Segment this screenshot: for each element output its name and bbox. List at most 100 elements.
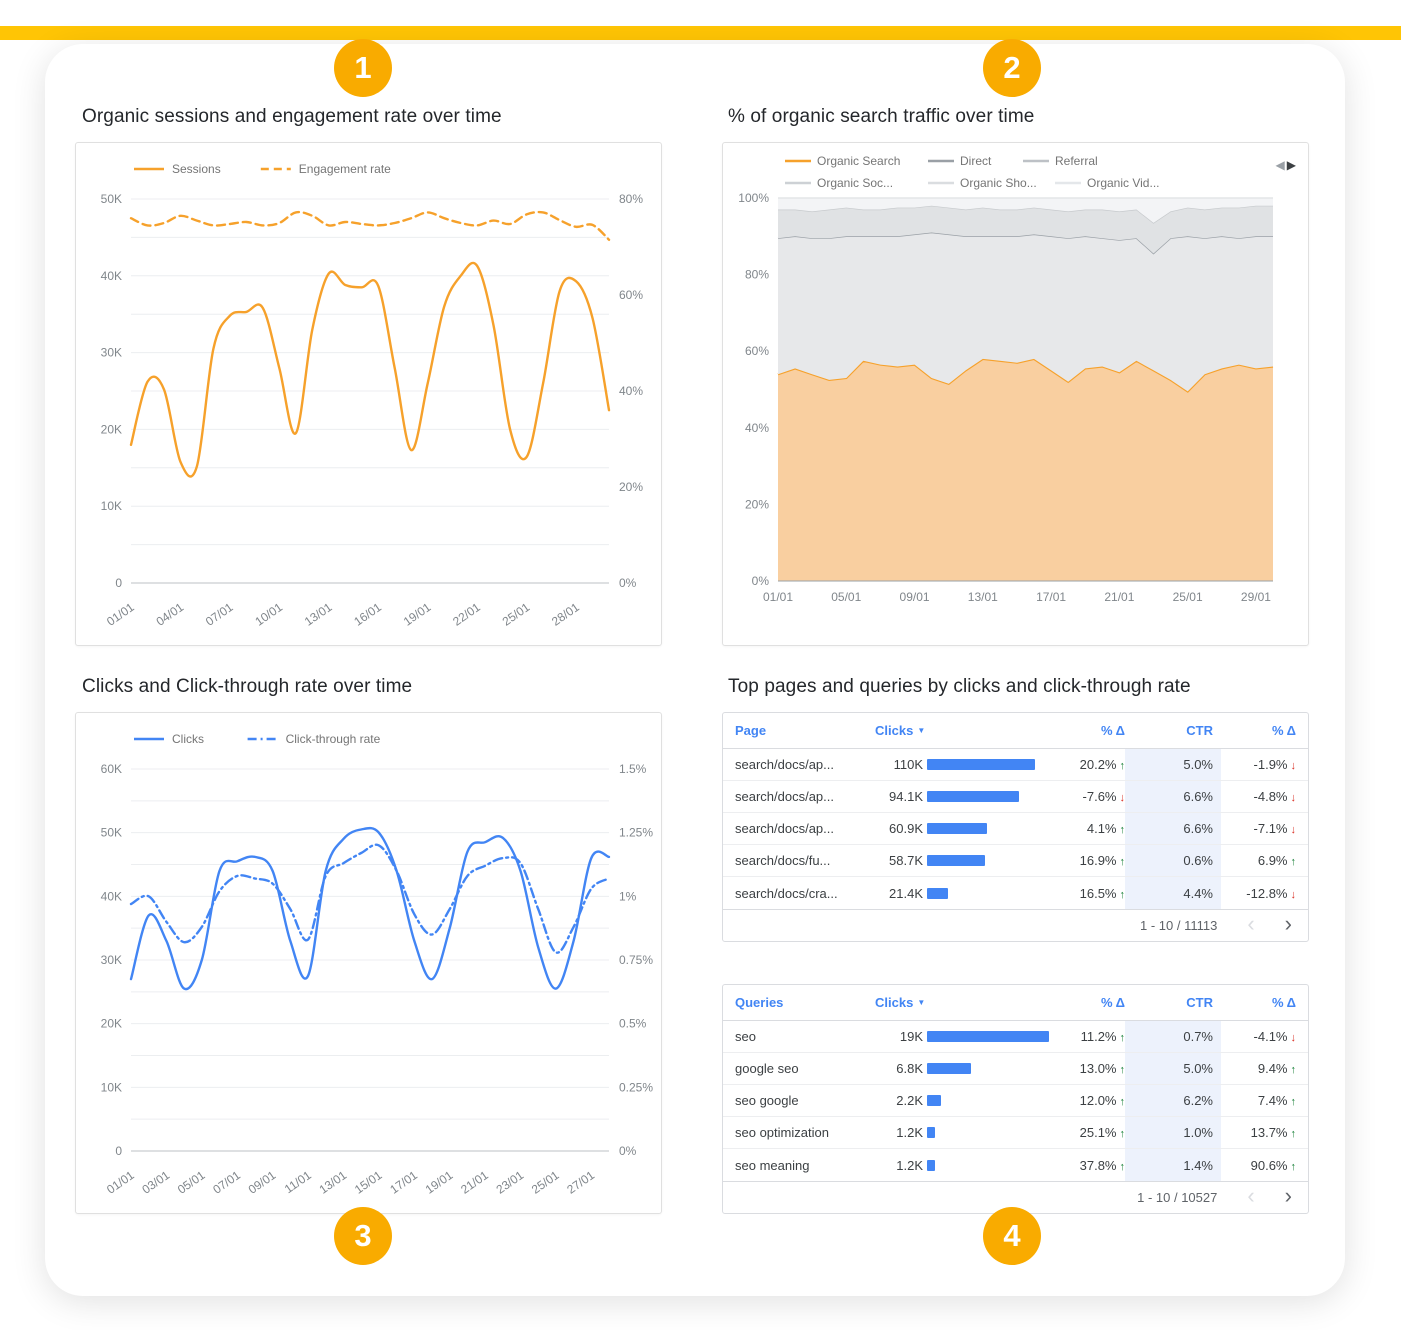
- x-axis-tick: 29/01: [1241, 590, 1271, 604]
- sessions-panel-title: Organic sessions and engagement rate ove…: [82, 106, 502, 127]
- ctr-value: 6.2%: [1125, 1085, 1221, 1116]
- clicks-value: 2.2K: [896, 1093, 923, 1108]
- arrow-down-icon: ↓: [1290, 760, 1297, 772]
- delta-ctr-value: 90.6% ↑: [1250, 1157, 1296, 1173]
- ctr-value: 1.4%: [1125, 1149, 1221, 1181]
- scroll-left-icon[interactable]: ◀: [1275, 158, 1285, 172]
- table-row[interactable]: seo optimization 1.2K 25.1% ↑ 1.0% 13.7% ↑: [723, 1117, 1308, 1149]
- traffic-chart-canvas[interactable]: 0% 20% 40% 60% 80% 100% 01/01 05/01 09/01 13/01 17…: [723, 143, 1308, 645]
- click-through-rate-line: [129, 843, 611, 954]
- ctr-value: 1.0%: [1125, 1117, 1221, 1148]
- next-page-button[interactable]: ›: [1284, 1182, 1292, 1208]
- x-axis-tick: 25/01: [529, 1168, 562, 1197]
- clicks-chart-canvas[interactable]: 0 10K 20K 30K 40K 50K 60K 0% 0.25% 0.5% 0.75% 1% 1.2…: [76, 713, 661, 1213]
- row-name: seo google: [735, 1093, 799, 1108]
- x-axis-tick: 01/01: [104, 1168, 137, 1197]
- pages-header-clicks-label: Clicks: [875, 723, 914, 738]
- row-name: search/docs/ap...: [735, 757, 834, 772]
- arrow-up-icon: ↑: [1290, 1064, 1297, 1076]
- table-row[interactable]: search/docs/ap... 110K 20.2% ↑ 5.0% -1.9% ↓: [723, 749, 1308, 781]
- clicks-value: 1.2K: [896, 1157, 923, 1173]
- traffic-panel-title: % of organic search traffic over time: [728, 106, 1035, 127]
- arrow-up-icon: ↑: [1119, 824, 1126, 836]
- delta-ctr-value: -4.8% ↓: [1253, 789, 1296, 804]
- clicks-line: [129, 826, 611, 991]
- delta-clicks-value: 37.8% ↑: [1079, 1157, 1125, 1173]
- table-row[interactable]: search/docs/ap... 60.9K 4.1% ↑ 6.6% -7.1% ↓: [723, 813, 1308, 845]
- x-axis-tick: 04/01: [154, 600, 187, 629]
- next-page-button[interactable]: ›: [1284, 910, 1292, 936]
- legend-scroll-arrows: ◀ ▶: [1276, 159, 1296, 171]
- x-axis-tick: 16/01: [351, 600, 384, 629]
- pages-header-page[interactable]: Page: [735, 723, 767, 738]
- step-badge-3: 3: [334, 1207, 392, 1265]
- clicks-value: 19K: [899, 1029, 923, 1044]
- delta-ctr-value: -12.8% ↓: [1246, 885, 1296, 901]
- scroll-right-icon[interactable]: ▶: [1286, 158, 1296, 172]
- x-axis-tick: 01/01: [763, 590, 793, 604]
- sort-desc-icon: ▼: [917, 726, 926, 735]
- sort-desc-icon: ▼: [917, 998, 926, 1007]
- y-axis-tick: 40%: [745, 421, 769, 435]
- y-axis-tick: 0%: [752, 574, 770, 588]
- y-axis-right-tick: 60%: [619, 288, 643, 302]
- x-axis-tick: 13/01: [968, 590, 998, 604]
- arrow-up-icon: ↑: [1119, 1064, 1126, 1076]
- pages-header-delta2[interactable]: % Δ: [1271, 723, 1296, 738]
- y-axis-tick: 60%: [745, 344, 769, 358]
- y-axis-left-tick: 50K: [101, 826, 122, 840]
- clicks-value: 58.7K: [889, 853, 923, 868]
- arrow-down-icon: ↓: [1290, 1032, 1297, 1044]
- ctr-value: 6.6%: [1125, 813, 1221, 844]
- sessions-chart[interactable]: 0 10K 20K 30K 40K 50K 0% 20% 40% 60% 80% 01/01 04/01…: [75, 142, 662, 646]
- clicks-bar: [923, 855, 1053, 866]
- step-badge-3-number: 3: [354, 1218, 372, 1253]
- queries-header-clicks[interactable]: Clicks ▼: [875, 995, 1053, 1010]
- sessions-chart-canvas[interactable]: 0 10K 20K 30K 40K 50K 0% 20% 40% 60% 80% 01/01 04/01…: [76, 143, 661, 645]
- x-axis-tick: 21/01: [458, 1168, 491, 1197]
- step-badge-1: 1: [334, 39, 392, 97]
- delta-ctr-value: -7.1% ↓: [1253, 821, 1296, 836]
- x-axis-tick: 19/01: [423, 1168, 456, 1197]
- row-name: search/docs/fu...: [735, 853, 831, 868]
- queries-table-footer: 1 - 10 / 10527 ‹ ›: [723, 1182, 1308, 1213]
- queries-table-body: seo 19K 11.2% ↑ 0.7% -4.1% ↓ google seo 6.8K 13.0…: [723, 1021, 1308, 1182]
- delta-clicks-value: 20.2% ↑: [1079, 757, 1125, 772]
- table-row[interactable]: search/docs/cra... 21.4K 16.5% ↑ 4.4% -12.8% ↓: [723, 877, 1308, 909]
- table-row[interactable]: seo 19K 11.2% ↑ 0.7% -4.1% ↓: [723, 1021, 1308, 1053]
- x-axis-tick: 13/01: [302, 600, 335, 629]
- clicks-value: 1.2K: [896, 1125, 923, 1140]
- table-row[interactable]: seo meaning 1.2K 37.8% ↑ 1.4% 90.6% ↑: [723, 1149, 1308, 1181]
- delta-ctr-value: -1.9% ↓: [1253, 757, 1297, 772]
- direct-area: [778, 232, 1273, 392]
- x-axis-tick: 01/01: [104, 600, 137, 629]
- prev-page-button[interactable]: ‹: [1247, 1182, 1255, 1208]
- y-axis-left-tick: 10K: [101, 499, 122, 513]
- x-axis-tick: 05/01: [175, 1168, 208, 1197]
- y-axis-right-tick: 0.5%: [619, 1017, 647, 1031]
- table-row[interactable]: search/docs/ap... 94.1K -7.6% ↓ 6.6% -4.8% ↓: [723, 781, 1308, 813]
- pages-header-clicks[interactable]: Clicks ▼: [875, 723, 1053, 738]
- clicks-bar: [923, 1031, 1053, 1042]
- table-row[interactable]: search/docs/fu... 58.7K 16.9% ↑ 0.6% 6.9% ↑: [723, 845, 1308, 877]
- table-row[interactable]: seo google 2.2K 12.0% ↑ 6.2% 7.4% ↑: [723, 1085, 1308, 1117]
- clicks-value: 94.1K: [889, 789, 923, 804]
- pages-header-delta1[interactable]: % Δ: [1100, 723, 1125, 738]
- table-row[interactable]: google seo 6.8K 13.0% ↑ 5.0% 9.4% ↑: [723, 1053, 1308, 1085]
- arrow-up-icon: ↑: [1119, 1128, 1126, 1140]
- prev-page-button[interactable]: ‹: [1247, 910, 1255, 936]
- y-axis-left-tick: 10K: [101, 1080, 122, 1094]
- x-axis-tick: 19/01: [401, 600, 434, 629]
- queries-header-delta2[interactable]: % Δ: [1271, 995, 1296, 1010]
- clicks-value: 21.4K: [889, 885, 923, 901]
- pages-header-ctr[interactable]: CTR: [1186, 723, 1213, 738]
- queries-header-ctr[interactable]: CTR: [1186, 995, 1213, 1010]
- traffic-chart[interactable]: 0% 20% 40% 60% 80% 100% 01/01 05/01 09/01 13/01 17…: [722, 142, 1309, 646]
- clicks-chart[interactable]: 0 10K 20K 30K 40K 50K 60K 0% 0.25% 0.5% 0.75% 1% 1.2…: [75, 712, 662, 1214]
- clicks-bar: [923, 1063, 1053, 1074]
- referral-legend-label: Referral: [1055, 154, 1098, 168]
- ctr-value: 5.0%: [1125, 1053, 1221, 1084]
- row-name: search/docs/ap...: [735, 789, 834, 804]
- queries-header-queries[interactable]: Queries: [735, 995, 784, 1010]
- queries-header-delta1[interactable]: % Δ: [1100, 995, 1125, 1010]
